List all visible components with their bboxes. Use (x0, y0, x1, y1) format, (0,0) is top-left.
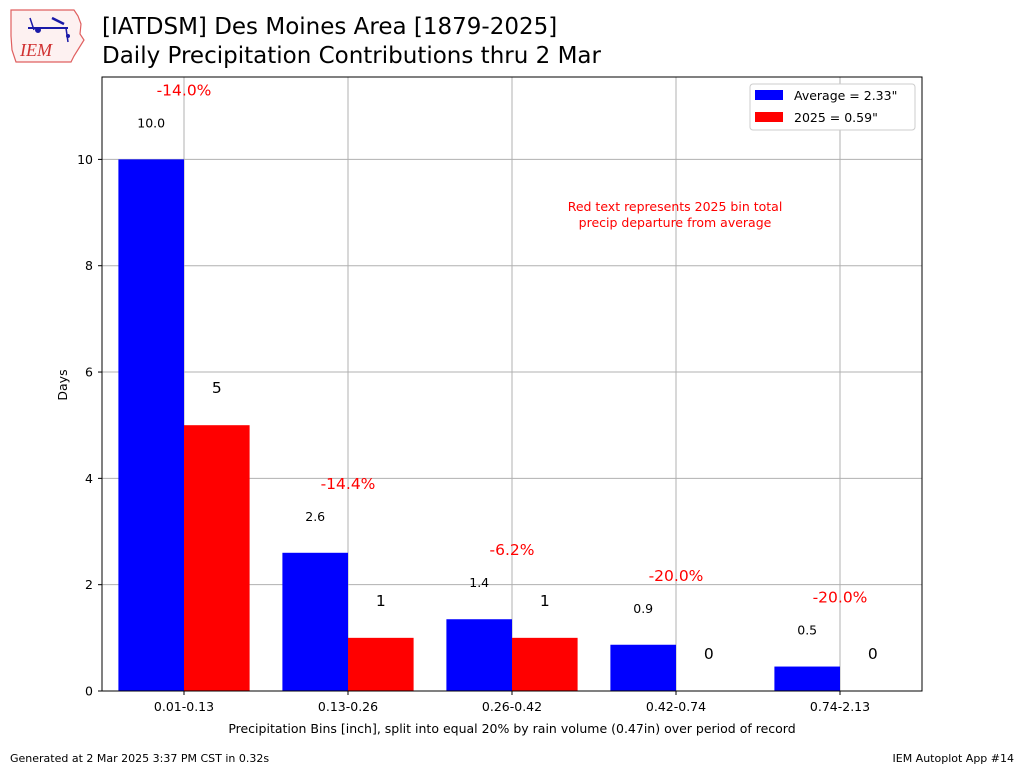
x-tick-label: 0.42-0.74 (646, 699, 706, 714)
bar-average-label: 2.6 (305, 509, 325, 524)
departure-label: -14.0% (157, 81, 212, 99)
logo-text: IEM (19, 40, 53, 60)
iem-logo: IEM (10, 9, 85, 63)
y-tick-label: 10 (77, 152, 93, 167)
bar-2025 (184, 425, 250, 691)
bar-average (446, 619, 512, 691)
y-tick-label: 4 (85, 471, 93, 486)
x-tick-label: 0.01-0.13 (154, 699, 214, 714)
generated-timestamp: Generated at 2 Mar 2025 3:37 PM CST in 0… (10, 752, 270, 765)
bar-2025-label: 0 (704, 645, 714, 663)
bar-average-label: 0.9 (633, 601, 653, 616)
departure-label: -14.4% (321, 475, 376, 493)
bar-2025 (512, 637, 578, 691)
bar-2025-label: 5 (212, 379, 222, 397)
app-credit: IEM Autoplot App #14 (892, 752, 1015, 765)
bar-2025-label: 1 (376, 592, 386, 610)
y-axis-label: Days (55, 369, 70, 400)
x-tick-label: 0.13-0.26 (318, 699, 378, 714)
bar-average (282, 552, 348, 691)
chart-title: [IATDSM] Des Moines Area [1879-2025] (102, 14, 558, 40)
y-tick-label: 6 (85, 365, 93, 380)
bar-average-label: 0.5 (797, 623, 817, 638)
legend-frame (749, 83, 916, 131)
bar-average-label: 10.0 (137, 115, 165, 130)
y-tick-label: 0 (85, 684, 93, 699)
departure-note: Red text represents 2025 bin total precip… (568, 199, 783, 230)
x-axis-label: Precipitation Bins [inch], split into eq… (228, 721, 795, 736)
iowa-state-outline (10, 9, 85, 63)
bar-2025 (348, 637, 414, 691)
bar-2025-label: 0 (868, 645, 878, 663)
bar-2025-label: 1 (540, 592, 550, 610)
departure-note-line: precip departure from average (579, 215, 772, 230)
departure-note-line: Red text represents 2025 bin total (568, 199, 783, 214)
legend-swatch-average (755, 90, 783, 100)
departure-label: -20.0% (649, 567, 704, 585)
y-tick-label: 2 (85, 577, 93, 592)
weather-instrument-icon (28, 16, 70, 43)
bar-average-label: 1.4 (469, 575, 489, 590)
chart-subtitle: Daily Precipitation Contributions thru 2… (102, 43, 601, 69)
chart-legend: Average = 2.33" 2025 = 0.59" (749, 83, 916, 131)
departure-label: -20.0% (813, 589, 868, 607)
x-tick-label: 0.74-2.13 (810, 699, 870, 714)
x-tick-label: 0.26-0.42 (482, 699, 542, 714)
legend-label-average: Average = 2.33" (794, 88, 897, 103)
legend-swatch-2025 (755, 112, 783, 122)
y-tick-label: 8 (85, 258, 93, 273)
legend-label-2025: 2025 = 0.59" (794, 110, 878, 125)
bar-average (610, 644, 676, 691)
bar-average (774, 666, 840, 691)
bar-average (118, 159, 184, 692)
departure-label: -6.2% (490, 541, 535, 559)
